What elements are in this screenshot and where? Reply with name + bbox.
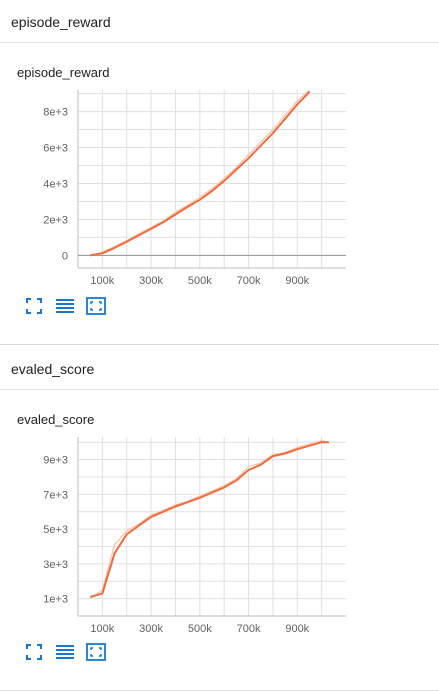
card-title: episode_reward [17,65,110,80]
chart-card-episode-reward: episode_reward 0 2e+3 4e+3 6e+3 8e+3 100k 300k… [0,43,439,344]
y-tick-label: 4e+3 [43,178,68,190]
expand-chart-icon[interactable] [86,642,106,662]
section-header-evaled-score[interactable]: evaled_score [0,344,439,390]
x-tick-label: 900k [285,275,309,287]
y-tick-label: 8e+3 [43,107,68,119]
series-line-smoothed[interactable] [89,441,329,598]
fit-domain-icon[interactable] [24,296,44,316]
fit-domain-icon[interactable] [24,642,44,662]
chart-toolbar [24,642,117,662]
y-tick-label: 2e+3 [43,214,68,226]
chart-episode-reward: 0 2e+3 4e+3 6e+3 8e+3 100k 300k 500k 700k 900k [43,90,346,287]
x-tick-label: 100k [90,623,114,635]
y-tick-label: 1e+3 [43,594,68,606]
x-tick-label: 500k [188,275,212,287]
x-tick-label: 500k [188,623,212,635]
expand-chart-icon[interactable] [86,296,106,316]
x-tick-label: 300k [139,623,163,635]
chart-card-evaled-score: evaled_score 1e+3 3e+3 5e+3 7e+3 9e+3 100k 300… [0,390,439,690]
data-table-icon[interactable] [55,296,75,316]
section-evaled-score: evaled_score evaled_score 1e+3 3e+3 5e+3 7e… [0,344,439,691]
card-title: evaled_score [17,412,95,427]
chart-toolbar [24,296,117,316]
bottom-divider [0,690,439,691]
section-episode-reward: episode_reward episode_reward 0 2e+3 4e+3 6… [0,0,439,344]
y-tick-label: 7e+3 [43,489,68,501]
y-tick-label: 0 [62,250,68,262]
y-tick-label: 5e+3 [43,524,68,536]
y-tick-label: 6e+3 [43,143,68,155]
x-tick-label: 100k [90,275,114,287]
chart-evaled-score: 1e+3 3e+3 5e+3 7e+3 9e+3 100k 300k 500k 700k 900k [43,437,346,635]
x-tick-label: 300k [139,275,163,287]
x-tick-label: 700k [237,623,261,635]
series-line-raw [89,439,330,600]
x-tick-label: 700k [237,275,261,287]
section-header-episode-reward[interactable]: episode_reward [0,0,439,43]
y-tick-label: 9e+3 [43,455,68,467]
x-tick-label: 900k [285,623,309,635]
data-table-icon[interactable] [55,642,75,662]
y-tick-label: 3e+3 [43,559,68,571]
series-line-smoothed[interactable] [90,91,311,257]
